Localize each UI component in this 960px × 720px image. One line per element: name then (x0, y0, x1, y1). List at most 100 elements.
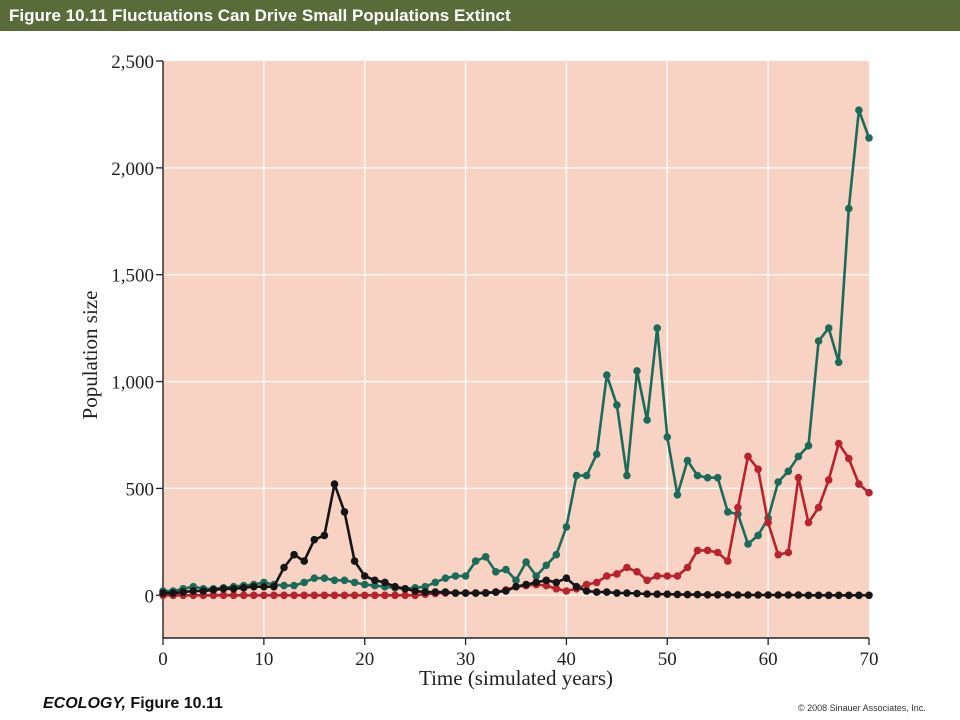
data-point (784, 467, 793, 476)
data-point (431, 588, 440, 596)
data-point (764, 518, 772, 527)
series-layer (159, 106, 873, 600)
data-point (562, 574, 571, 582)
data-point (562, 523, 571, 531)
data-point (552, 550, 561, 559)
data-point (421, 582, 430, 591)
data-point (310, 535, 319, 544)
data-point (824, 324, 833, 332)
data-point (794, 452, 803, 461)
data-point (693, 590, 702, 599)
data-point (320, 591, 329, 600)
data-point (613, 589, 621, 597)
tick-label-y: 1,000 (111, 373, 154, 394)
data-point (663, 590, 672, 598)
data-point (542, 581, 551, 590)
data-point (270, 582, 278, 591)
data-point (592, 450, 601, 459)
data-point (592, 578, 601, 587)
data-point (330, 591, 339, 600)
data-point (320, 574, 329, 582)
data-point (350, 557, 359, 565)
data-point (229, 585, 238, 593)
data-point (845, 204, 853, 213)
data-point (330, 480, 339, 488)
data-point (280, 563, 288, 572)
data-point (814, 503, 823, 512)
tick-label-y: 1,500 (111, 266, 154, 287)
data-point (360, 580, 369, 589)
data-point (552, 585, 561, 593)
x-axis-title: Time (simulated years) (419, 666, 613, 690)
data-point (784, 591, 793, 599)
figure-title: Figure 10.11 Fluctuations Can Drive Smal… (9, 6, 511, 25)
data-point (492, 568, 500, 576)
data-point (310, 574, 319, 582)
data-point (340, 576, 349, 585)
data-point (804, 518, 813, 527)
data-point (855, 480, 863, 488)
data-point (522, 580, 530, 589)
data-point (330, 576, 339, 585)
data-point (310, 591, 319, 600)
data-point (471, 557, 480, 565)
data-point (663, 572, 672, 580)
data-point (855, 106, 863, 114)
tick-labels: 0 10 20 30 40 50 60 70 0 500 1,000 1,500 2,000 2,500 (111, 52, 878, 670)
data-point (653, 324, 661, 332)
footer-book-name: ECOLOGY, (43, 695, 126, 712)
data-point (693, 471, 702, 480)
data-point (512, 582, 520, 591)
data-point (703, 473, 712, 482)
data-point (239, 591, 248, 600)
data-point (683, 563, 692, 572)
data-point (744, 540, 752, 548)
data-point (653, 590, 661, 598)
data-point (532, 578, 540, 587)
data-point (471, 589, 480, 597)
footer-book-credit: ECOLOGY, Figure 10.11 (43, 695, 223, 713)
data-point (774, 478, 782, 486)
series-3 (159, 480, 873, 600)
data-point (159, 589, 167, 597)
data-point (260, 582, 268, 591)
data-point (300, 591, 309, 600)
data-point (582, 587, 591, 595)
data-point (340, 591, 349, 600)
data-point (814, 591, 823, 600)
data-point (663, 433, 672, 441)
data-point (512, 576, 520, 585)
footer-copyright: © 2008 Sinauer Associates, Inc. (798, 703, 926, 713)
data-point (633, 589, 641, 598)
data-point (492, 588, 500, 596)
data-point (441, 588, 450, 596)
data-point (360, 572, 369, 580)
data-point (623, 471, 631, 480)
data-point (522, 558, 530, 566)
data-point (734, 591, 742, 599)
data-point (441, 574, 450, 582)
tick-label-x: 10 (254, 649, 273, 670)
data-point (542, 561, 551, 570)
data-point (552, 578, 561, 587)
data-point (270, 591, 278, 600)
tick-label-y: 500 (126, 479, 155, 500)
data-point (290, 550, 298, 559)
data-point (250, 582, 258, 591)
data-point (532, 572, 540, 580)
data-point (421, 588, 430, 596)
data-point (724, 591, 732, 599)
data-point (371, 576, 379, 585)
data-point (300, 557, 309, 565)
data-point (340, 508, 349, 516)
data-point (824, 476, 833, 484)
data-point (451, 589, 460, 597)
data-point (724, 508, 732, 516)
data-point (613, 401, 621, 409)
data-point (845, 454, 853, 463)
data-point (431, 578, 440, 587)
data-point (603, 371, 611, 379)
data-point (744, 452, 752, 461)
tick-label-y: 0 (145, 586, 155, 607)
data-point (623, 563, 631, 572)
